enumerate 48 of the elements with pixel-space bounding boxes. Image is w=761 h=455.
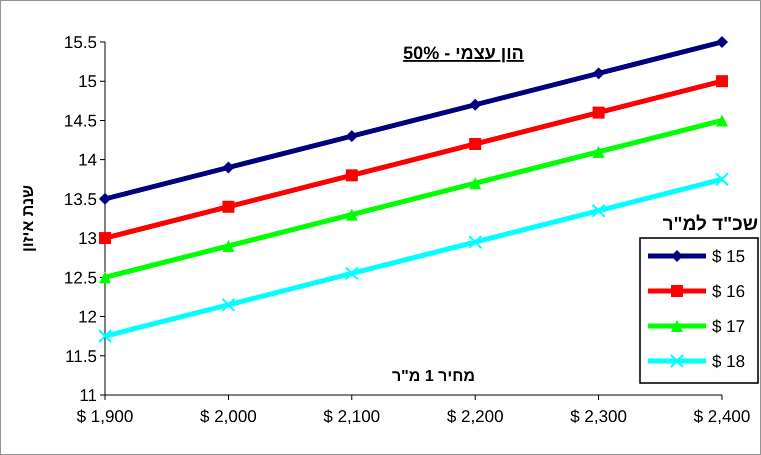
legend-label: $ 16 xyxy=(712,282,746,301)
x-tick-label: $ 2,200 xyxy=(446,407,504,426)
y-tick-label: 14 xyxy=(78,150,97,170)
point xyxy=(222,200,234,213)
x-tick-label: $ 1,900 xyxy=(76,407,134,426)
chart-title: הון עצמי - 50% xyxy=(403,43,524,63)
point xyxy=(716,114,728,126)
point xyxy=(222,240,234,252)
point xyxy=(715,172,729,186)
y-tick-label: 15 xyxy=(78,72,97,92)
point xyxy=(469,138,482,150)
legend-label: $ 18 xyxy=(712,352,746,371)
point xyxy=(99,192,111,205)
legend-label: $ 15 xyxy=(712,247,746,266)
point xyxy=(592,67,605,80)
x-tick-label: $ 2,400 xyxy=(694,407,750,426)
point xyxy=(221,298,236,312)
y-tick-label: 11.5 xyxy=(65,346,97,366)
point xyxy=(592,106,605,119)
point xyxy=(592,204,606,218)
y-tick-label: 14.5 xyxy=(64,111,97,130)
point xyxy=(98,329,112,344)
point xyxy=(716,36,728,48)
point xyxy=(716,75,728,88)
y-tick-label: 13 xyxy=(78,229,97,248)
point xyxy=(222,162,234,174)
point xyxy=(346,208,358,221)
y-tick-label: 12 xyxy=(78,308,97,327)
point xyxy=(469,177,482,190)
y-tick-label: 12.5 xyxy=(64,268,97,288)
x-tick-label: $ 2,100 xyxy=(323,407,380,426)
point xyxy=(99,271,111,284)
y-tick-label: 15.5 xyxy=(64,33,97,52)
y-axis-title: שנת איזון xyxy=(20,184,37,252)
x-axis-title: מחיר 1 מ"ר xyxy=(392,368,476,385)
point xyxy=(346,169,358,182)
point xyxy=(468,235,482,250)
point xyxy=(592,146,605,158)
y-tick-label: 13.5 xyxy=(64,190,97,209)
x-tick-label: $ 2,300 xyxy=(570,407,627,426)
point xyxy=(344,266,359,280)
legend-label: $ 17 xyxy=(712,317,746,336)
y-tick-label: 11 xyxy=(79,386,97,405)
point xyxy=(346,130,358,142)
x-tick-label: $ 2,000 xyxy=(200,407,257,426)
point xyxy=(99,232,111,244)
point xyxy=(469,98,482,111)
legend-title: שכ"ד למ"ר xyxy=(662,214,758,235)
